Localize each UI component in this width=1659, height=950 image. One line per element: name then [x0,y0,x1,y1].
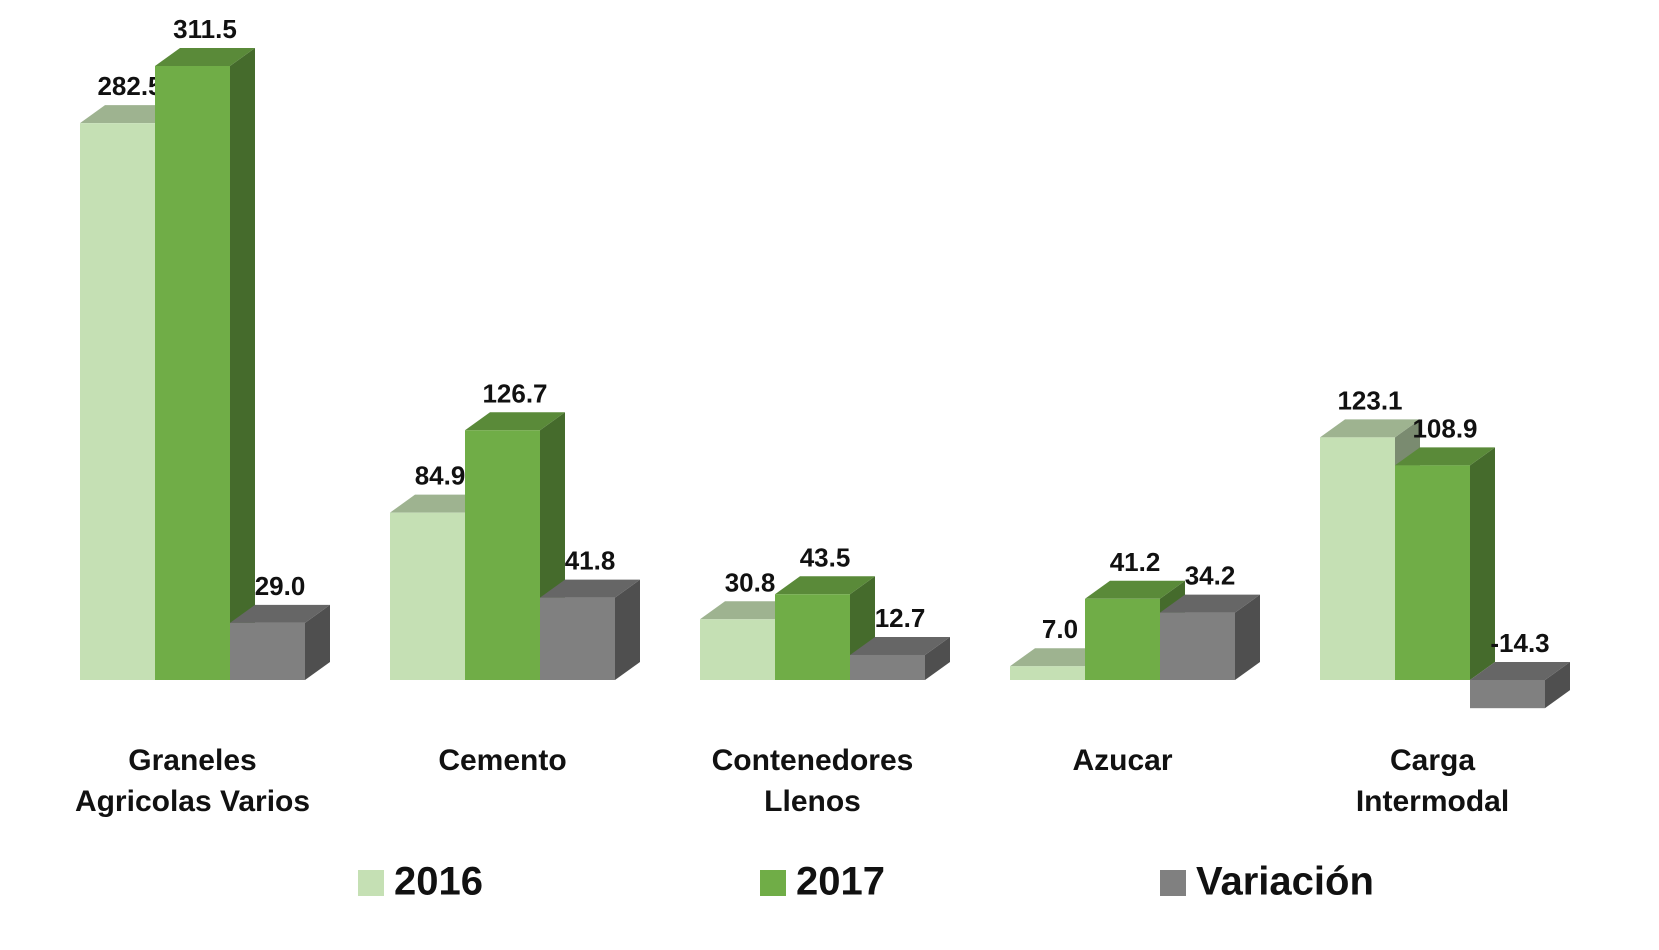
value-label: 311.5 [173,14,237,44]
bar-front [1010,666,1085,680]
bar-front [540,597,615,680]
bar-front [390,512,465,680]
bar [1395,447,1495,680]
bar [1085,580,1185,680]
category-label: Cemento [438,744,566,777]
value-label: 282.5 [97,71,162,101]
bar-front [850,654,925,680]
legend-label: 2017 [796,860,885,904]
category-line: Graneles [128,744,256,777]
bar-side [1545,662,1570,709]
bar-top [775,576,875,595]
bar-side [925,636,950,680]
bar-side [305,604,330,680]
bar-front [1395,465,1470,680]
bar-top [540,579,640,598]
bar-side [1470,447,1495,680]
category-label: Carga Intermodal [1356,744,1509,818]
bar-side [615,579,640,680]
bar-front [465,430,540,680]
category-line: Cemento [438,744,566,777]
value-label: 30.8 [725,567,776,597]
bar-top [230,604,330,623]
legend-swatch [1160,870,1186,896]
bar-front [1160,612,1235,680]
value-label: 108.9 [1412,413,1477,443]
bar-top [465,412,565,431]
bar-front [230,622,305,680]
bar-top [1160,594,1260,613]
value-label: 84.9 [415,461,466,491]
bar-side [1235,594,1260,680]
bar [230,604,330,680]
bar [850,636,950,680]
bar-front [1320,437,1395,680]
bar-top [1395,447,1495,466]
legend-swatch [358,870,384,896]
bar-front [1085,598,1160,680]
bar-top [1320,419,1420,438]
bar-top [850,636,950,655]
bar-front [700,619,775,680]
value-label: 29.0 [255,571,306,601]
bar [465,412,565,680]
value-label: 12.7 [875,603,926,633]
category-label: Graneles Agricolas Varios [75,744,310,818]
bar [1160,594,1260,680]
bar-front [775,594,850,680]
value-label: 126.7 [482,378,547,408]
legend-label: Variación [1196,860,1374,904]
category-line: Llenos [764,785,861,818]
bar-top [1470,662,1570,680]
bar [155,48,255,680]
value-label: 34.2 [1185,561,1236,591]
bar [1470,662,1570,709]
bar-top [155,48,255,66]
value-label: 43.5 [800,542,851,572]
bar-front [155,66,230,680]
value-label: 41.8 [565,546,616,576]
value-label: 41.2 [1110,547,1161,577]
value-label: 123.1 [1337,385,1402,415]
value-label: -14.3 [1490,628,1549,658]
bar [540,579,640,680]
category-line: Contenedores [712,744,914,777]
category-line: Azucar [1072,744,1172,777]
bar-top [1085,580,1185,599]
category-label: Contenedores Llenos [712,744,914,818]
value-label: 7.0 [1042,614,1078,644]
bar-front [80,123,155,681]
category-line: Carga [1390,744,1475,777]
bar-front [1470,680,1545,709]
legend-swatch [760,870,786,896]
category-label: Azucar [1072,744,1172,777]
category-line: Intermodal [1356,785,1509,818]
bar-side [230,48,255,680]
category-line: Agricolas Varios [75,785,310,818]
legend-label: 2016 [394,860,483,904]
